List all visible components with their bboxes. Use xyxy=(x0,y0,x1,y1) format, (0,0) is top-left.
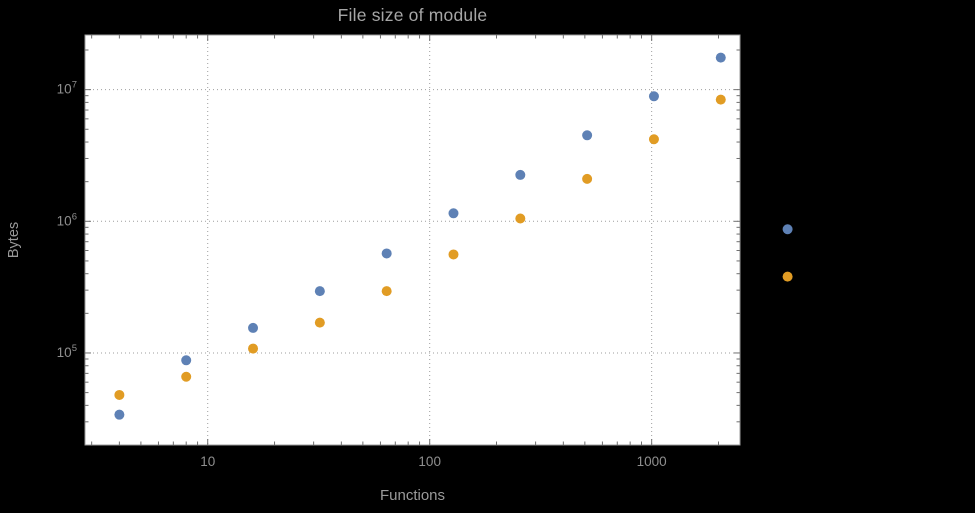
data-point-series-orange xyxy=(381,286,392,297)
plot-frame xyxy=(84,34,741,446)
x-tick-label: 10 xyxy=(200,454,215,469)
data-point-series-orange xyxy=(448,249,459,260)
data-point-series-orange xyxy=(582,173,593,184)
plot-area-background xyxy=(85,35,740,445)
data-point-series-blue xyxy=(448,208,459,219)
data-point-series-orange xyxy=(114,389,125,400)
data-point-series-orange xyxy=(715,94,726,105)
data-point-series-blue xyxy=(648,91,659,102)
data-point-series-blue xyxy=(181,355,192,366)
x-tick-label: 100 xyxy=(418,454,441,469)
data-point-series-blue xyxy=(248,322,259,333)
data-point-series-blue xyxy=(582,130,593,141)
data-point-series-blue xyxy=(515,169,526,180)
y-axis-label: Bytes xyxy=(6,221,22,259)
data-point-series-orange xyxy=(515,213,526,224)
data-point-series-blue xyxy=(114,409,125,420)
data-point-series-orange xyxy=(248,343,259,354)
data-point-series-blue xyxy=(314,286,325,297)
data-point-series-orange xyxy=(181,371,192,382)
y-tick-label: 105 xyxy=(57,343,77,360)
data-point-series-blue xyxy=(715,52,726,63)
data-point-series-blue xyxy=(782,224,793,235)
data-point-series-blue xyxy=(381,248,392,259)
x-axis-label: Functions xyxy=(379,487,446,504)
x-tick-label: 1000 xyxy=(637,454,667,469)
y-tick-label: 107 xyxy=(57,80,77,97)
data-point-series-orange xyxy=(782,271,793,282)
data-point-series-orange xyxy=(648,134,659,145)
chart-title: File size of module xyxy=(337,5,488,25)
y-tick-label: 106 xyxy=(57,211,77,228)
data-point-series-orange xyxy=(314,317,325,328)
